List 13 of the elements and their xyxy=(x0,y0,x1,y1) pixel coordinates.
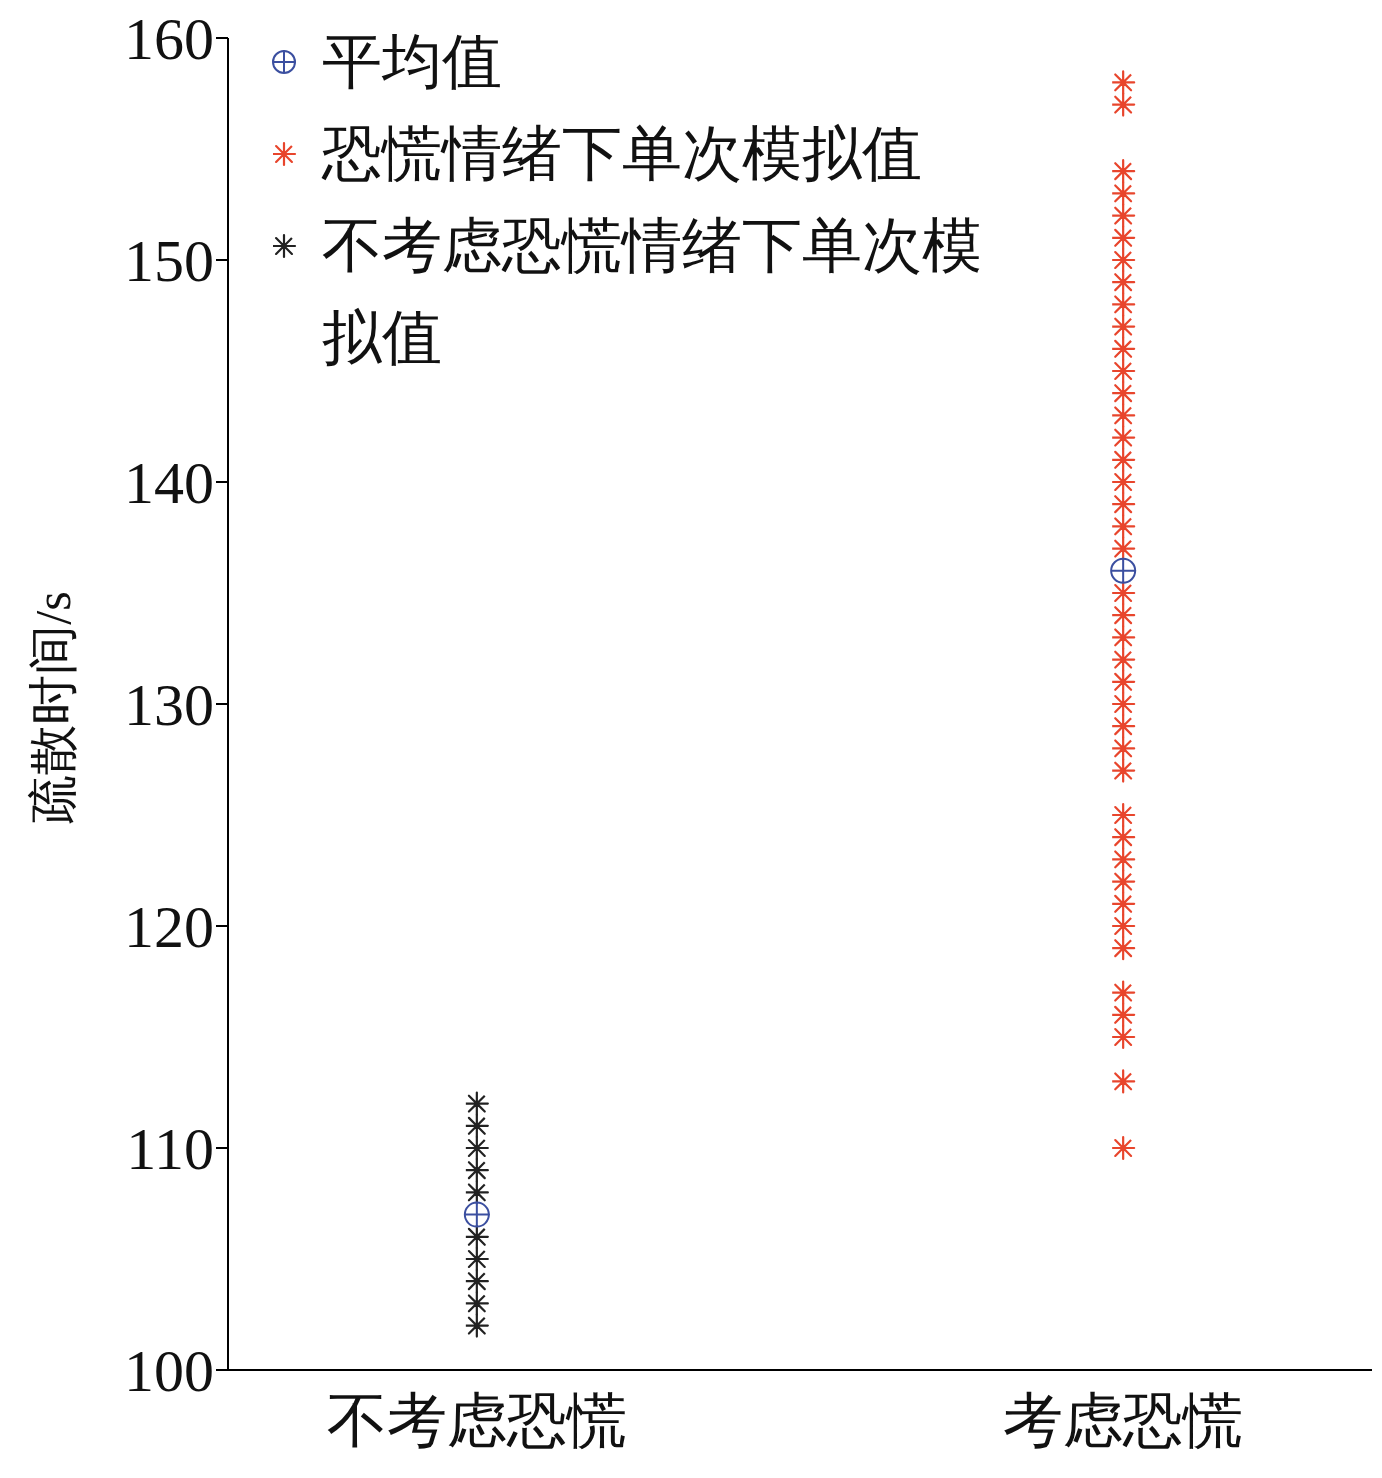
y-axis-title: 疏散时间/s xyxy=(23,591,82,825)
y-tick-label: 150 xyxy=(124,228,214,295)
y-tick-label: 130 xyxy=(124,672,214,739)
y-tick-label: 160 xyxy=(124,6,214,73)
y-tick-label: 120 xyxy=(124,894,214,961)
legend-label: 不考虑恐慌情绪下单次模拟值 xyxy=(322,212,983,373)
y-tick-label: 100 xyxy=(124,1338,214,1405)
legend-label: 恐慌情绪下单次模拟值 xyxy=(322,120,922,189)
y-tick-label: 110 xyxy=(126,1116,214,1183)
legend-label: 平均值 xyxy=(322,28,502,97)
x-tick-label: 考虑恐慌 xyxy=(1003,1387,1244,1454)
y-tick-label: 140 xyxy=(124,450,214,517)
x-tick-label: 不考虑恐慌 xyxy=(326,1387,627,1454)
